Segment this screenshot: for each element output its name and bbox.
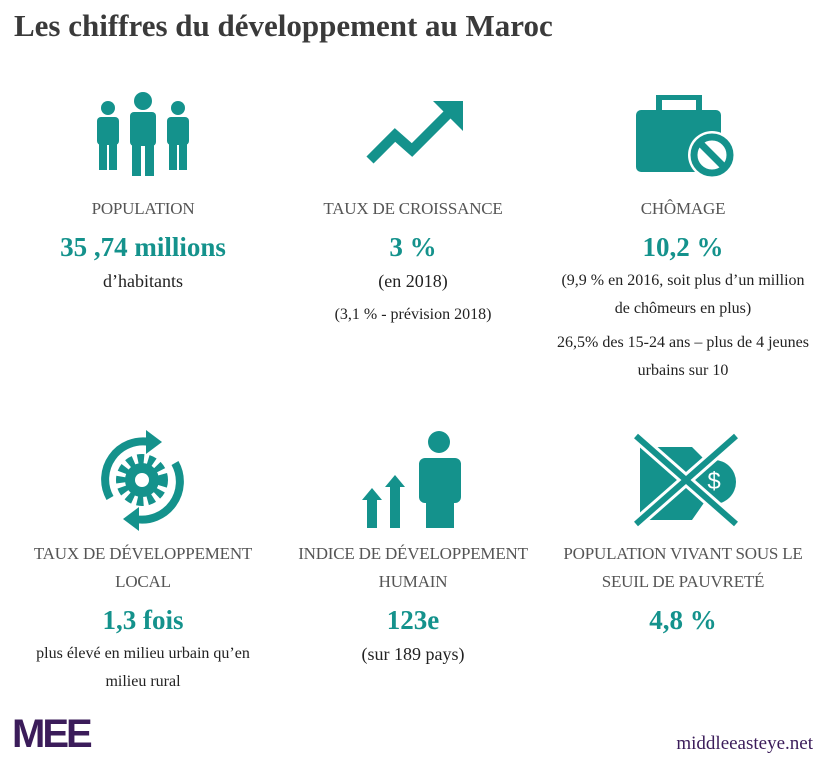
- stat-value: 3 %: [389, 232, 437, 262]
- stat-label: TAUX DE DÉVELOPPEMENT: [33, 544, 253, 563]
- site: middleeasteye.net: [676, 733, 813, 754]
- stat-note: plus élevé en milieu urbain qu’en milieu…: [36, 645, 250, 690]
- stat-cell: TAUX DE CROISSANCE 3 % (en 2018) (3,1 % - p…: [278, 195, 548, 329]
- stat-cell: CHÔMAGE 10,2 % (9,9 % en 2016, soit plus d…: [548, 195, 818, 385]
- people-icon: [97, 92, 189, 176]
- stat-note: (en 2018): [378, 271, 448, 291]
- stat-note: (9,9 % en 2016, soit plus d’un million d…: [561, 272, 805, 317]
- stat-value: 10,2 %: [642, 232, 724, 262]
- stat-value: 35 ,74 millions: [60, 232, 226, 262]
- stat-note: 26,5% des 15-24 ans – plus de 4 jeunes u…: [557, 334, 809, 379]
- stat-note: d’habitants: [103, 271, 183, 291]
- svg-text:$: $: [707, 468, 720, 495]
- stat-label: LOCAL: [115, 572, 171, 591]
- stat-cell: INDICE DE DÉVELOPPEMENT HUMAIN 123e (sur 18…: [278, 540, 548, 668]
- stat-note: (sur 189 pays): [361, 644, 465, 664]
- stat-cell: POPULATION VIVANT SOUS LE SEUIL DE PAUVRE…: [548, 540, 818, 640]
- stat-label: POPULATION: [91, 199, 195, 218]
- stat-cell: TAUX DE DÉVELOPPEMENT LOCAL 1,3 fois plus é…: [8, 540, 278, 696]
- stat-label: CHÔMAGE: [640, 199, 726, 218]
- stat-label: INDICE DE DÉVELOPPEMENT: [298, 544, 528, 563]
- gear-icon: [101, 430, 184, 531]
- briefcase-icon: [636, 95, 736, 179]
- stat-note: (3,1 % - prévision 2018): [334, 306, 492, 323]
- stat-label: SEUIL DE PAUVRETÉ: [601, 572, 765, 591]
- poverty-icon: $: [632, 432, 740, 527]
- stat-label: HUMAIN: [378, 572, 448, 591]
- human-development-icon: [362, 431, 461, 528]
- stat-cell: POPULATION 35 ,74 millions d’habitants: [8, 195, 278, 295]
- title: Les chiffres du développement au Maroc: [14, 8, 553, 43]
- stat-label: TAUX DE CROISSANCE: [323, 199, 503, 218]
- stat-label: POPULATION VIVANT SOUS LE: [563, 544, 803, 563]
- logo: MEE: [12, 712, 93, 756]
- stat-value: 4,8 %: [649, 605, 717, 635]
- stat-value: 1,3 fois: [102, 605, 184, 635]
- stat-value: 123e: [386, 605, 440, 635]
- growth-icon: [366, 101, 463, 164]
